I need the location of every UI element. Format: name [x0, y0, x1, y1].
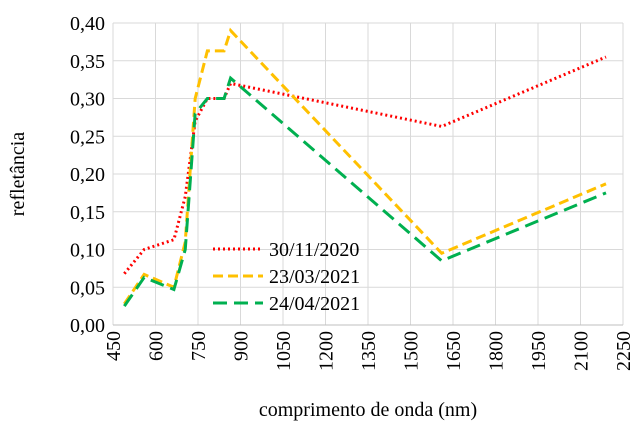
y-tick-label: 0,20 — [70, 164, 105, 186]
y-tick-label: 0,05 — [70, 277, 105, 299]
legend-label: 23/03/2021 — [269, 266, 360, 288]
x-tick-label: 1650 — [443, 331, 465, 371]
series-line — [123, 75, 607, 307]
x-tick-label: 750 — [188, 331, 210, 361]
x-tick-label: 600 — [146, 331, 168, 361]
x-axis-label: comprimento de onda (nm) — [259, 399, 477, 421]
x-tick-label: 1800 — [486, 331, 508, 371]
y-axis-label: refletância — [7, 132, 29, 216]
y-tick-label: 0,10 — [70, 240, 105, 262]
y-tick-label: 0,25 — [70, 126, 105, 148]
x-tick-label: 1200 — [316, 331, 338, 371]
x-tick-label: 2250 — [613, 331, 635, 371]
y-tick-label: 0,35 — [70, 51, 105, 73]
y-tick-label: 0,15 — [70, 202, 105, 224]
legend-label: 24/04/2021 — [269, 293, 360, 315]
series-line — [123, 27, 607, 305]
x-tick-label: 450 — [103, 331, 125, 361]
y-tick-label: 0,30 — [70, 89, 105, 111]
x-tick-label: 1500 — [401, 331, 423, 371]
x-tick-label: 900 — [231, 331, 253, 361]
x-tick-label: 1050 — [273, 331, 295, 371]
y-tick-label: 0,40 — [70, 13, 105, 35]
x-tick-label: 1350 — [358, 331, 380, 371]
legend-label: 30/11/2020 — [269, 239, 359, 261]
x-tick-label: 1950 — [528, 331, 550, 371]
x-tick-label: 2100 — [571, 331, 593, 371]
series-line — [123, 55, 607, 275]
y-tick-label: 0,00 — [70, 315, 105, 337]
